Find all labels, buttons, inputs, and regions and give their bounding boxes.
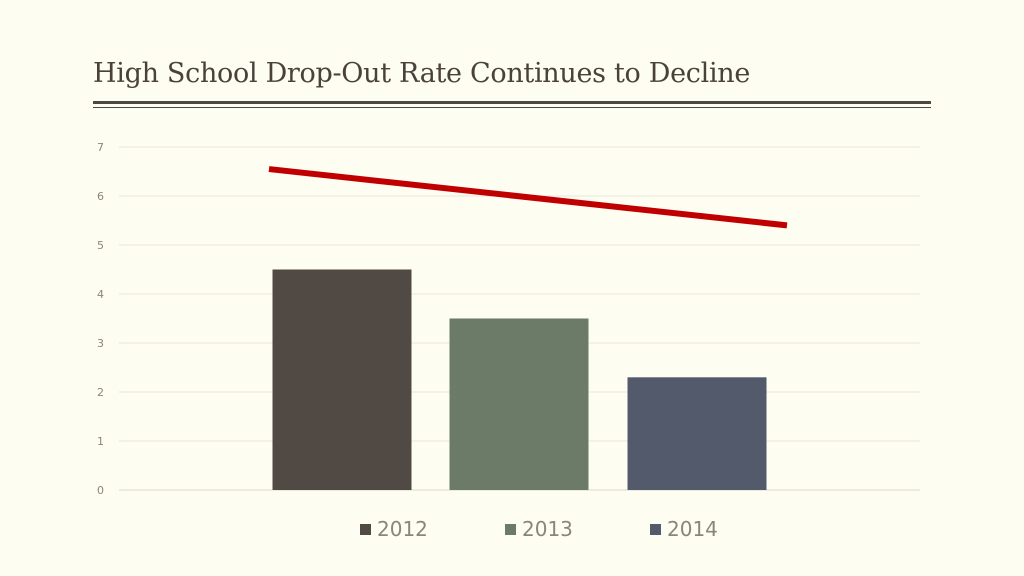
legend-label: 2014 xyxy=(667,517,718,541)
y-tick-label: 0 xyxy=(97,484,104,497)
legend-item-2012: 2012 xyxy=(360,517,428,541)
title-divider-thick xyxy=(93,101,931,104)
trend-line xyxy=(268,166,788,229)
legend-swatch xyxy=(505,523,516,535)
y-tick-label: 5 xyxy=(97,239,104,252)
legend: 2012 2013 2014 xyxy=(0,517,1024,541)
y-tick-label: 7 xyxy=(97,141,104,154)
bars xyxy=(272,269,767,490)
title-divider-thin xyxy=(93,107,931,108)
bar-2012 xyxy=(272,269,412,490)
slide-title: High School Drop-Out Rate Continues to D… xyxy=(93,58,751,89)
bar-2013 xyxy=(449,318,589,490)
y-tick-label: 2 xyxy=(97,386,104,399)
legend-item-2013: 2013 xyxy=(505,517,573,541)
y-tick-label: 3 xyxy=(97,337,104,350)
legend-swatch xyxy=(360,523,371,535)
legend-label: 2013 xyxy=(522,517,573,541)
y-tick-label: 6 xyxy=(97,190,104,203)
y-tick-label: 4 xyxy=(97,288,104,301)
legend-label: 2012 xyxy=(377,517,428,541)
y-tick-label: 1 xyxy=(97,435,104,448)
trend-line-layer xyxy=(268,166,788,229)
y-axis-tick-labels: 0 1 2 3 4 5 6 7 xyxy=(97,141,104,497)
legend-item-2014: 2014 xyxy=(650,517,718,541)
legend-swatch xyxy=(650,523,661,535)
bar-2014 xyxy=(627,377,767,490)
